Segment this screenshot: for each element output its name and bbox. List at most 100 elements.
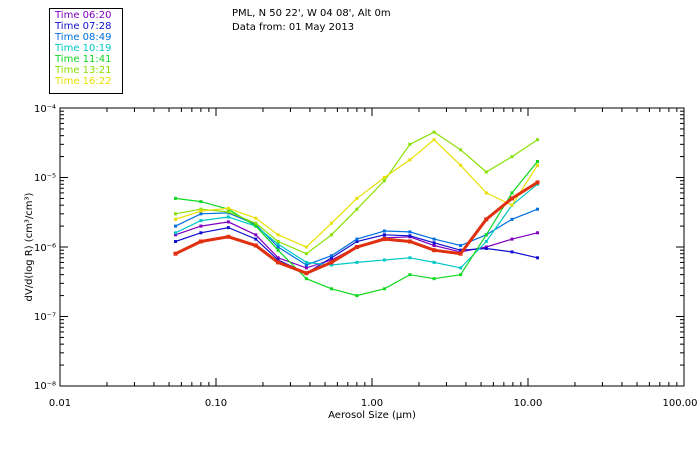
- data-point: [408, 234, 412, 238]
- data-point: [536, 207, 539, 211]
- y-tick-label-1e-4: 10⁻⁴: [34, 104, 56, 115]
- data-point: [174, 212, 177, 216]
- data-point: [535, 180, 540, 185]
- data-point: [226, 215, 230, 219]
- data-point: [330, 287, 333, 291]
- data-point: [536, 256, 539, 260]
- data-point: [199, 207, 203, 211]
- legend-entry-0849: Time 08:49: [55, 32, 112, 43]
- data-point: [510, 237, 514, 241]
- data-point: [432, 260, 436, 264]
- y-tick-label-1e-6: 10⁻⁶: [34, 243, 56, 254]
- data-point: [432, 237, 436, 241]
- data-point: [226, 220, 230, 224]
- data-point: [432, 138, 436, 142]
- data-point: [276, 260, 281, 265]
- data-point: [484, 170, 488, 174]
- data-point: [276, 248, 280, 252]
- data-point: [536, 160, 539, 163]
- data-point: [304, 245, 308, 249]
- data-point: [536, 138, 539, 142]
- data-point: [408, 158, 412, 162]
- data-point: [484, 247, 488, 250]
- y-axis-label: dV/d(log R) (cm³/cm³): [24, 192, 35, 301]
- x-axis-label: Aerosol Size (μm): [328, 410, 416, 421]
- data-point: [330, 233, 333, 237]
- legend-entry-1622: Time 16:22: [55, 76, 112, 87]
- data-point: [536, 163, 539, 167]
- date-text: Data from: 01 May 2013: [232, 22, 355, 33]
- data-point: [459, 273, 463, 277]
- data-point: [174, 240, 177, 243]
- data-point: [226, 234, 231, 239]
- data-point: [330, 263, 333, 267]
- data-point: [355, 294, 359, 298]
- data-point: [408, 273, 412, 277]
- data-point: [382, 237, 387, 242]
- data-point: [354, 245, 359, 249]
- data-point: [382, 179, 386, 183]
- data-point: [226, 226, 230, 230]
- data-point: [459, 248, 463, 252]
- data-point: [254, 216, 258, 220]
- x-tick-label-0.01: 0.01: [49, 398, 71, 409]
- data-point: [198, 239, 203, 244]
- data-point: [174, 233, 177, 237]
- data-point: [174, 231, 177, 235]
- data-point: [382, 229, 386, 233]
- data-point: [510, 196, 514, 201]
- data-point: [330, 258, 333, 262]
- plot-frame: [59, 107, 685, 387]
- data-point: [276, 258, 280, 262]
- data-point: [304, 252, 308, 256]
- series-layer: [173, 130, 540, 298]
- data-point: [304, 277, 308, 281]
- data-point: [510, 250, 514, 254]
- data-point: [330, 256, 333, 260]
- data-point: [459, 163, 463, 167]
- data-point: [174, 217, 177, 221]
- legend-entry-1019: Time 10:19: [55, 43, 112, 54]
- data-point: [304, 263, 308, 267]
- legend-entry-0620: Time 06:20: [55, 10, 112, 21]
- data-point: [510, 191, 514, 195]
- data-point: [408, 256, 412, 260]
- chart-header: PML, N 50 22', W 04 08', Alt 0m Data fro…: [232, 7, 391, 35]
- tick-labels: 0.01 0.10 1.00 10.00 100.00 10⁻⁸ 10⁻⁷ 10…: [34, 104, 698, 409]
- data-point: [199, 200, 203, 204]
- data-point: [226, 206, 230, 210]
- data-point: [432, 130, 436, 134]
- data-point: [199, 219, 203, 223]
- data-point: [355, 196, 359, 200]
- data-point: [432, 277, 436, 281]
- data-point: [459, 148, 463, 152]
- data-point: [458, 251, 463, 256]
- data-point: [199, 209, 203, 213]
- data-point: [174, 196, 177, 200]
- data-point: [254, 233, 258, 237]
- series-line-6: [175, 138, 539, 248]
- data-point: [173, 251, 178, 256]
- data-point: [199, 231, 203, 235]
- data-point: [484, 240, 488, 243]
- data-point: [254, 237, 258, 241]
- data-point: [174, 224, 177, 228]
- data-point: [510, 203, 514, 207]
- data-point: [304, 260, 308, 264]
- data-point: [432, 248, 437, 253]
- y-tick-label-1e-8: 10⁻⁸: [34, 381, 56, 392]
- data-point: [408, 142, 412, 146]
- legend: Time 06:20 Time 07:28 Time 08:49 Time 10…: [49, 8, 123, 94]
- data-point: [355, 207, 359, 211]
- data-point: [199, 224, 203, 228]
- data-point: [355, 237, 359, 241]
- data-point: [459, 244, 463, 247]
- data-point: [484, 191, 488, 195]
- data-point: [276, 233, 280, 237]
- legend-entry-1321: Time 13:21: [55, 65, 112, 76]
- y-tick-label-1e-5: 10⁻⁵: [34, 173, 56, 184]
- x-tick-label-100.00: 100.00: [663, 398, 698, 409]
- data-point: [329, 260, 334, 265]
- legend-entry-0728: Time 07:28: [55, 21, 112, 32]
